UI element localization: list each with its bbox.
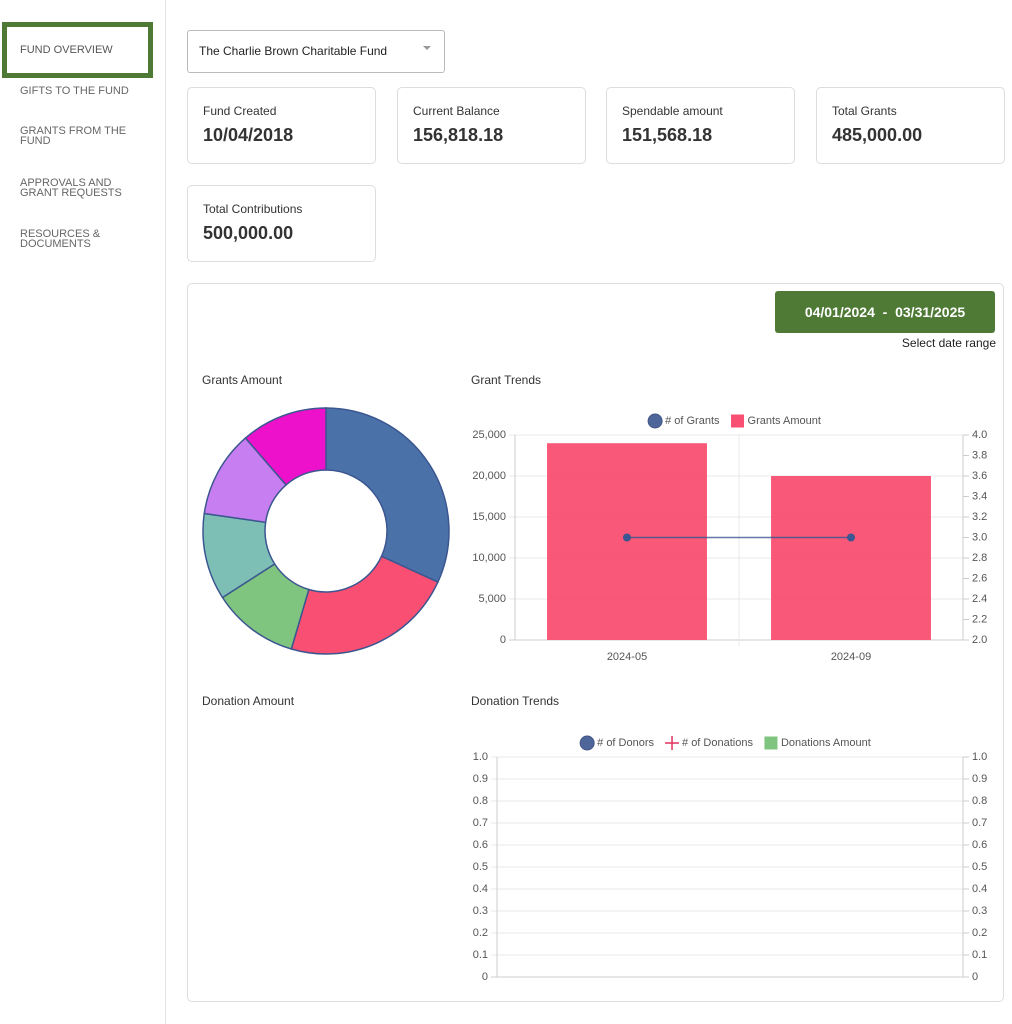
sidebar: FUND OVERVIEW GIFTS TO THE FUND GRANTS FRO…	[0, 0, 166, 1024]
y-tick-label: 0.5	[473, 861, 488, 873]
legend-marker	[731, 414, 745, 428]
legend-label: # of Donors	[597, 737, 654, 749]
stat-card: Total Contributions 500,000.00	[187, 185, 376, 262]
legend-marker	[764, 736, 778, 750]
stat-value: 500,000.00	[203, 223, 294, 243]
y2-tick-label: 3.4	[972, 490, 987, 502]
y2-tick-label: 3.6	[972, 470, 987, 482]
legend-label: Grants Amount	[748, 415, 821, 427]
point	[623, 533, 631, 542]
y2-tick-label: 0.9	[972, 773, 987, 785]
point	[847, 533, 855, 542]
stat-value: 485,000.00	[832, 125, 923, 145]
chart-title: Grants Amount	[202, 373, 283, 387]
y2-tick-label: 0.2	[972, 927, 987, 939]
stat-value: 156,818.18	[413, 125, 504, 145]
chart-title: Donation Amount	[202, 694, 295, 708]
y2-tick-label: 0.4	[972, 883, 987, 895]
y-tick-label: 0.6	[473, 839, 488, 851]
stat-label: Total Contributions	[203, 202, 303, 216]
y-tick-label: 10,000	[472, 552, 506, 564]
stat-label: Total Grants	[832, 104, 897, 118]
y2-tick-label: 2.0	[972, 634, 987, 646]
nav-item[interactable]: GIFTS TO THE FUND	[20, 85, 129, 97]
nav-item[interactable]: RESOURCES & DOCUMENTS	[20, 228, 101, 250]
nav-item[interactable]: FUND OVERVIEW	[20, 44, 113, 56]
chart-title: Donation Trends	[471, 694, 559, 708]
y-tick-label: 0.2	[473, 927, 488, 939]
pie-slice	[325, 407, 450, 584]
x-tick-label: 2024-09	[831, 651, 871, 663]
y2-tick-label: 4.0	[972, 429, 987, 441]
nav-item[interactable]: APPROVALS AND GRANT REQUESTS	[20, 177, 122, 199]
y2-tick-label: 0.3	[972, 905, 987, 917]
active-nav-box	[2, 22, 153, 78]
y2-tick-label: 2.8	[972, 552, 987, 564]
y2-tick-label: 1.0	[972, 751, 987, 763]
y2-tick-label: 3.8	[972, 449, 987, 461]
y2-tick-label: 0.7	[972, 817, 987, 829]
y2-tick-label: 2.6	[972, 572, 987, 584]
stat-card: Fund Created 10/04/2018	[187, 87, 376, 164]
x-tick-label: 2024-05	[607, 651, 647, 663]
legend-label: # of Donations	[682, 737, 753, 749]
legend-label: # of Grants	[665, 415, 720, 427]
y2-tick-label: 0.5	[972, 861, 987, 873]
chart-title: Grant Trends	[471, 373, 541, 387]
y2-tick-label: 0.6	[972, 839, 987, 851]
y-tick-label: 0.9	[473, 773, 488, 785]
fund-select[interactable]: The Charlie Brown Charitable Fund	[187, 30, 445, 73]
legend-label: Donations Amount	[781, 737, 871, 749]
stat-card: Spendable amount 151,568.18	[606, 87, 795, 164]
y-tick-label: 0.1	[473, 949, 488, 961]
y-tick-label: 0.3	[473, 905, 488, 917]
y-tick-label: 0.4	[473, 883, 488, 895]
pie-slice	[244, 407, 327, 486]
stat-card: Current Balance 156,818.18	[397, 87, 586, 164]
y2-tick-label: 0.1	[972, 949, 987, 961]
chart-panel	[187, 283, 1004, 1002]
y-tick-label: 25,000	[472, 429, 506, 441]
stat-label: Spendable amount	[622, 104, 723, 118]
y-tick-label: 0	[500, 634, 506, 646]
y-tick-label: 0	[482, 971, 488, 983]
bar	[771, 476, 931, 640]
y2-tick-label: 2.4	[972, 593, 987, 605]
stat-label: Current Balance	[413, 104, 500, 118]
y2-tick-label: 0.8	[972, 795, 987, 807]
y-tick-label: 15,000	[472, 511, 506, 523]
nav-item[interactable]: GRANTS FROM THE FUND	[20, 125, 127, 147]
pie-slice	[290, 555, 439, 655]
y-tick-label: 5,000	[478, 593, 506, 605]
y2-tick-label: 2.2	[972, 613, 987, 625]
bar	[547, 443, 707, 640]
date-range-hint: Select date range	[901, 336, 996, 350]
stat-label: Fund Created	[203, 104, 277, 118]
y-tick-label: 0.7	[473, 817, 488, 829]
y2-tick-label: 3.0	[972, 531, 987, 543]
stat-value: 151,568.18	[622, 125, 713, 145]
y-tick-label: 20,000	[472, 470, 506, 482]
y-tick-label: 1.0	[473, 751, 488, 763]
y2-tick-label: 0	[972, 971, 978, 983]
y2-tick-label: 3.2	[972, 511, 987, 523]
legend-marker	[647, 413, 663, 429]
stat-card: Total Grants 485,000.00	[816, 87, 1005, 164]
legend-marker	[579, 735, 595, 751]
date-range-button[interactable]: 04/01/2024 - 03/31/2025	[775, 291, 995, 333]
stat-value: 10/04/2018	[203, 125, 294, 145]
y-tick-label: 0.8	[473, 795, 488, 807]
